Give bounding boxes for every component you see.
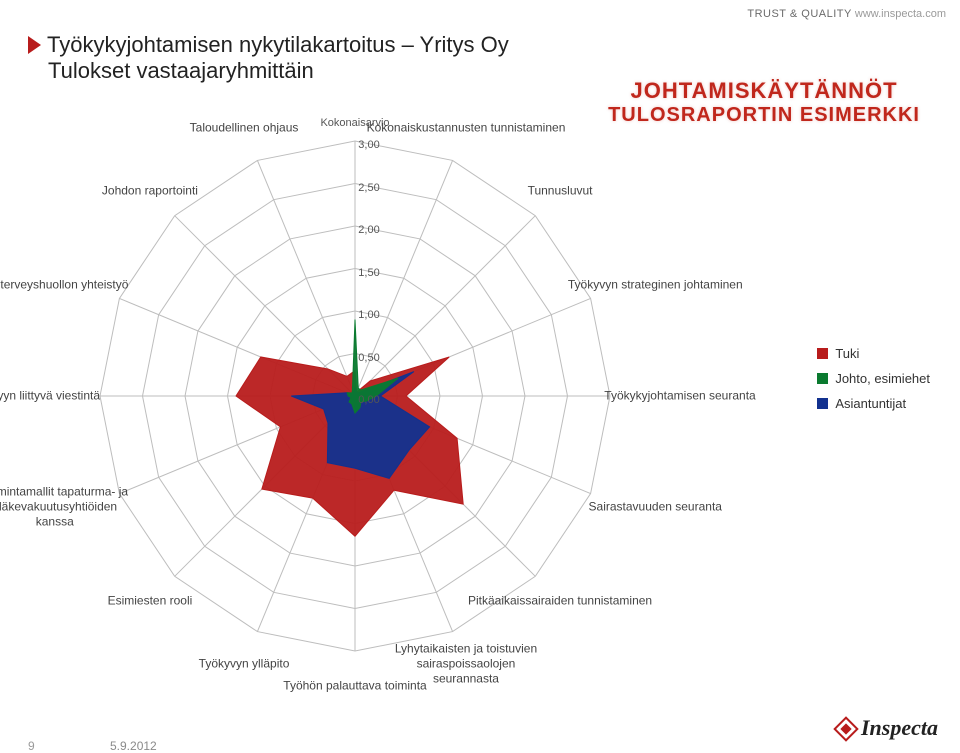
ring-label: 2,00 <box>358 224 379 236</box>
axis-label: Työhön palauttava toiminta <box>283 679 426 694</box>
legend-item: Tuki <box>817 346 930 361</box>
axis-label: Työkykyjohtamisen seuranta <box>604 389 755 404</box>
axis-label: Kokonaiskustannusten tunnistaminen <box>367 121 566 136</box>
ring-label: 2,50 <box>358 182 379 194</box>
ring-label: 1,00 <box>358 309 379 321</box>
axis-label: Toimintamallit tapaturma- jaeläkevakuutu… <box>0 484 130 529</box>
axis-label: Pitkäaikaissairaiden tunnistaminen <box>468 594 652 609</box>
axis-label: Työterveyshuollon yhteistyö <box>0 278 128 293</box>
header-bar: TRUST & QUALITY www.inspecta.com <box>747 8 946 20</box>
axis-label: Taloudellinen ohjaus <box>190 121 299 136</box>
legend-item: Asiantuntijat <box>817 396 930 411</box>
inspecta-logo-icon <box>833 716 858 741</box>
ring-label: 1,50 <box>358 267 379 279</box>
radar-svg <box>0 96 960 656</box>
title-line1: Työkykyjohtamisen nykytilakartoitus – Yr… <box>47 32 509 57</box>
axis-label: Johdon raportointi <box>102 183 198 198</box>
footer-logo: Inspecta <box>837 715 938 741</box>
axis-label: Esimiesten rooli <box>108 594 193 609</box>
axis-label: Sairastavuuden seuranta <box>589 499 722 514</box>
legend: Tuki Johto, esimiehet Asiantuntijat <box>817 346 930 421</box>
title-line2: Tulokset vastaajaryhmittäin <box>48 58 509 84</box>
radar-chart: 0,501,001,502,002,503,000,00Kokonaisarvi… <box>0 96 960 656</box>
ring-label-center: 0,00 <box>358 394 379 406</box>
inspecta-logo-text: Inspecta <box>861 715 938 740</box>
legend-item: Johto, esimiehet <box>817 371 930 386</box>
axis-label: Työkyvyn ylläpito <box>199 656 290 671</box>
axis-label: Tunnusluvut <box>528 183 593 198</box>
legend-label: Tuki <box>835 346 859 361</box>
header-url: www.inspecta.com <box>855 8 946 20</box>
legend-swatch <box>817 398 828 409</box>
legend-label: Asiantuntijat <box>835 396 906 411</box>
title-marker-icon <box>28 36 41 54</box>
trust-text: TRUST & QUALITY <box>747 8 851 20</box>
legend-label: Johto, esimiehet <box>835 371 930 386</box>
axis-label: Työkykyyn liittyvä viestintä <box>0 389 100 404</box>
ring-label: 0,50 <box>358 352 379 364</box>
axis-label: Työkyvyn strateginen johtaminen <box>568 278 743 293</box>
legend-swatch <box>817 348 828 359</box>
ring-label: 3,00 <box>358 139 379 151</box>
page-title: Työkykyjohtamisen nykytilakartoitus – Yr… <box>28 32 509 84</box>
legend-swatch <box>817 373 828 384</box>
